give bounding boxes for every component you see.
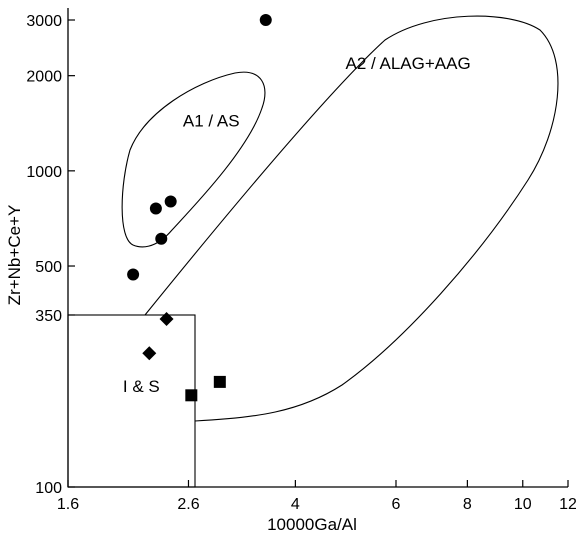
y-tick-label: 1000 [26, 164, 62, 181]
x-tick-label: 4 [291, 496, 300, 513]
square-point [213, 375, 226, 388]
circle-point [127, 268, 140, 281]
region-boundaries [67, 15, 559, 488]
x-tick-label: 8 [463, 496, 472, 513]
region-label: A2 / ALAG+AAG [345, 54, 470, 73]
x-axis-title: 10000Ga/Al [267, 515, 357, 534]
x-tick-label: 2.6 [177, 496, 199, 513]
y-tick-label: 2000 [26, 69, 62, 86]
a1-as-field-boundary [121, 71, 266, 248]
a2-alag-aag-field-boundary [144, 15, 559, 422]
x-tick-label: 10 [514, 496, 532, 513]
y-axis-title: Zr+Nb+Ce+Y [5, 205, 24, 306]
region-label: A1 / AS [183, 112, 240, 131]
circle-point [149, 202, 162, 215]
circle-point [155, 232, 168, 245]
diamond-point [159, 311, 174, 326]
y-tick-label: 3000 [26, 13, 62, 30]
data-points [127, 14, 272, 402]
y-tick-label: 350 [35, 308, 62, 325]
diamond-point [142, 346, 157, 361]
y-ticks: 100 350 500 1000 2000 3000 [26, 13, 75, 497]
circle-point [164, 195, 177, 208]
square-point [185, 389, 198, 402]
y-tick-label: 100 [35, 480, 62, 497]
x-tick-label: 1.6 [57, 496, 79, 513]
x-tick-label: 6 [392, 496, 401, 513]
region-labels: A1 / AS A2 / ALAG+AAG I & S [123, 54, 471, 396]
x-tick-label: 12 [559, 496, 576, 513]
circle-point [259, 14, 272, 26]
i-s-field-boundary [67, 314, 196, 488]
y-tick-label: 500 [35, 259, 62, 276]
axes: 1.6 2.6 4 6 8 10 12 100 350 500 1000 2000 3000 [26, 8, 576, 513]
region-label: I & S [123, 377, 160, 396]
x-ticks: 1.6 2.6 4 6 8 10 12 [57, 480, 576, 513]
